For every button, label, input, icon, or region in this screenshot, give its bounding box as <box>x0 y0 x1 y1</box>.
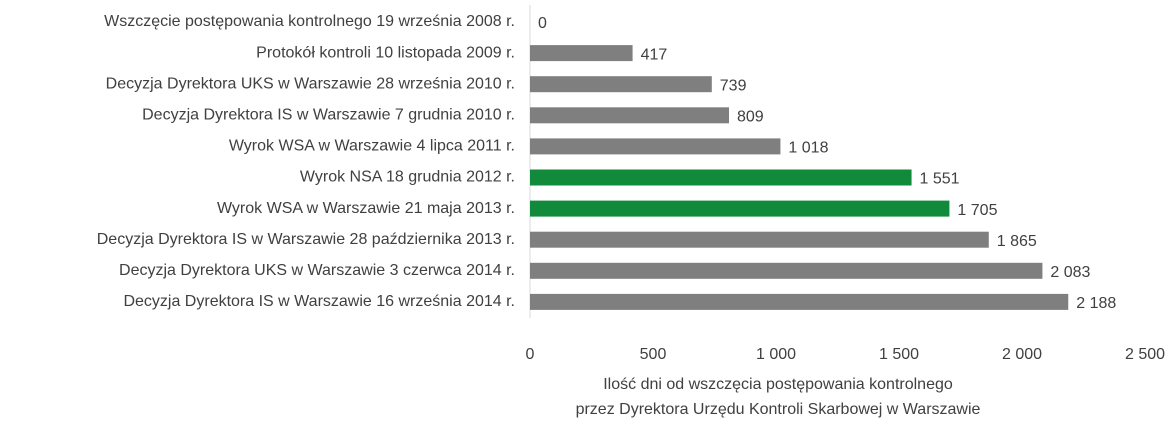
bar <box>530 138 781 155</box>
category-label: Protokół kontroli 10 listopada 2009 r. <box>256 44 515 61</box>
category-label: Decyzja Dyrektora IS w Warszawie 16 wrze… <box>123 293 515 310</box>
bar <box>530 262 1043 279</box>
value-label: 809 <box>737 109 764 126</box>
value-label: 1 705 <box>957 202 997 219</box>
bar <box>530 231 989 248</box>
category-label: Wyrok NSA 18 grudnia 2012 r. <box>300 169 515 186</box>
value-label: 0 <box>538 15 547 32</box>
bar <box>530 107 730 124</box>
bar <box>530 293 1069 310</box>
category-label: Decyzja Dyrektora UKS w Warszawie 28 wrz… <box>106 75 515 92</box>
category-label: Decyzja Dyrektora UKS w Warszawie 3 czer… <box>119 262 515 279</box>
bar <box>530 200 950 217</box>
x-tick-label: 1 000 <box>756 346 796 363</box>
value-label: 2 188 <box>1076 295 1116 312</box>
bar <box>530 76 712 93</box>
category-label: Wszczęcie postępowania kontrolnego 19 wr… <box>104 13 515 30</box>
x-tick-label: 1 500 <box>879 346 919 363</box>
category-label: Decyzja Dyrektora IS w Warszawie 28 paźd… <box>97 231 515 248</box>
value-label: 417 <box>641 46 668 63</box>
category-label: Wyrok WSA w Warszawie 4 lipca 2011 r. <box>229 138 515 155</box>
value-label: 2 083 <box>1050 264 1090 281</box>
x-tick-label: 0 <box>526 346 535 363</box>
x-tick-label: 2 000 <box>1002 346 1042 363</box>
value-label: 1 018 <box>788 140 828 157</box>
x-axis-label: Ilość dni od wszczęcia postępowania kont… <box>603 376 953 393</box>
value-label: 1 865 <box>997 233 1037 250</box>
value-label: 1 551 <box>920 171 960 188</box>
category-label: Decyzja Dyrektora IS w Warszawie 7 grudn… <box>142 107 515 124</box>
category-label: Wyrok WSA w Warszawie 21 maja 2013 r. <box>217 200 515 217</box>
bar <box>530 45 633 62</box>
value-label: 739 <box>720 77 747 94</box>
x-tick-label: 2 500 <box>1125 346 1165 363</box>
x-axis-label: przez Dyrektora Urzędu Kontroli Skarbowe… <box>576 401 981 418</box>
bar <box>530 169 912 186</box>
x-tick-label: 500 <box>640 346 667 363</box>
